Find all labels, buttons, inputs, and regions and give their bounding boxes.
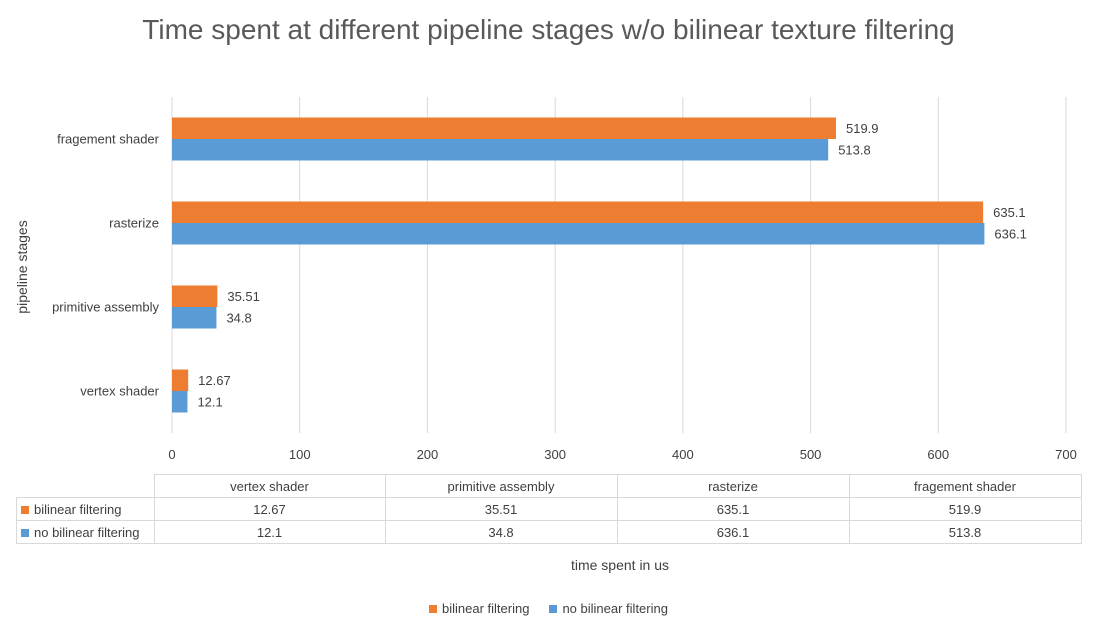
bar [172, 117, 836, 139]
legend-key-swatch [21, 528, 29, 537]
bar [172, 391, 188, 413]
bar [172, 369, 189, 391]
data-table-cell: 35.51 [384, 497, 618, 521]
data-table-column-header: rasterize [616, 474, 850, 498]
data-table-cell: 34.8 [384, 520, 618, 544]
data-table-column-header: vertex shader [153, 474, 386, 498]
legend-item: no bilinear filtering [549, 601, 668, 616]
data-label: 635.1 [993, 205, 1026, 220]
y-axis-title-text: pipeline stages [14, 220, 30, 314]
x-tick-label: 400 [672, 447, 694, 462]
data-label: 34.8 [226, 310, 251, 325]
x-tick-label: 200 [417, 447, 439, 462]
data-table: vertex shader primitive assembly rasterize… [16, 474, 1082, 544]
legend-key-swatch [21, 505, 29, 514]
bar [172, 285, 218, 307]
data-label: 513.8 [838, 142, 871, 157]
data-label: 636.1 [994, 226, 1027, 241]
category-label: primitive assembly [52, 300, 159, 315]
series-name: bilinear filtering [34, 501, 122, 517]
data-table-header-row: vertex shader primitive assembly rasterize… [17, 474, 1082, 498]
x-tick-label: 0 [168, 447, 175, 462]
x-tick-label: 600 [927, 447, 949, 462]
data-table-corner [17, 475, 155, 498]
x-axis-title: time spent in us [570, 557, 670, 573]
x-tick-label: 500 [800, 447, 822, 462]
bar [172, 307, 217, 329]
x-tick-label: 100 [289, 447, 311, 462]
category-label: vertex shader [80, 384, 159, 399]
data-table-row-header: bilinear filtering [16, 497, 155, 521]
data-label: 35.51 [227, 289, 260, 304]
legend-label: bilinear filtering [442, 601, 530, 616]
category-label: rasterize [109, 216, 159, 231]
legend-swatch [549, 605, 558, 613]
data-table-row: bilinear filtering 12.67 35.51 635.1 519.9 [16, 497, 1082, 521]
data-table-cell: 513.8 [848, 520, 1082, 544]
legend-item: bilinear filtering [429, 601, 529, 616]
data-label: 12.67 [198, 373, 231, 388]
data-table-cell: 12.67 [153, 497, 386, 521]
series-name: no bilinear filtering [34, 524, 140, 540]
data-table-cell: 519.9 [848, 497, 1082, 521]
x-tick-label: 700 [1055, 447, 1077, 462]
data-table-cell: 635.1 [616, 497, 850, 521]
bar [172, 223, 985, 245]
data-label: 519.9 [846, 121, 879, 136]
data-table-column-header: primitive assembly [384, 474, 618, 498]
x-tick-label: 300 [544, 447, 566, 462]
data-table-column-header: fragement shader [848, 474, 1082, 498]
legend-label: no bilinear filtering [562, 601, 668, 616]
bar [172, 201, 984, 223]
legend-swatch [429, 605, 438, 613]
chart-title: Time spent at different pipeline stages … [142, 14, 955, 45]
chart-plot: 0 100 200 300 400 500 600 700 vertex shader 12.67… [52, 97, 1077, 462]
data-label: 12.1 [197, 394, 222, 409]
data-table-cell: 12.1 [153, 520, 386, 544]
bar [172, 139, 829, 161]
data-table-row-header: no bilinear filtering [16, 520, 155, 544]
legend: bilinear filtering no bilinear filtering [0, 601, 1097, 616]
category-label: fragement shader [57, 132, 160, 147]
data-table-cell: 636.1 [616, 520, 850, 544]
data-table-row: no bilinear filtering 12.1 34.8 636.1 513.8 [16, 520, 1082, 544]
